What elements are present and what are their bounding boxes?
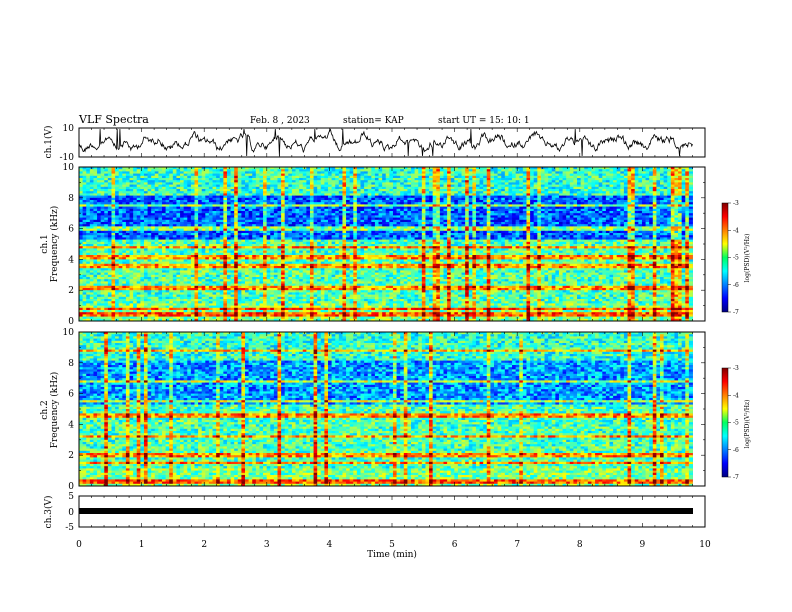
ch1-ytick-bottom: -10 <box>60 153 75 163</box>
ch1-waveform-ylabel: ch.1(V) <box>43 126 54 159</box>
ch1-spectrogram-cells <box>79 167 693 321</box>
vlf-spectra-figure: VLF Spectra Feb. 8 , 2023 station= KAP s… <box>0 0 792 612</box>
ch1-ytick-top: 10 <box>63 124 75 134</box>
figure-title: VLF Spectra <box>78 113 149 126</box>
date-label: Feb. 8 , 2023 <box>250 116 310 126</box>
station-label: station= KAP <box>343 116 404 126</box>
panel-ch1-waveform: 10 -10 ch.1(V) <box>43 124 705 163</box>
start-time-label: start UT = 15: 10: 1 <box>438 116 530 126</box>
ch1-waveform-frame <box>79 128 705 157</box>
